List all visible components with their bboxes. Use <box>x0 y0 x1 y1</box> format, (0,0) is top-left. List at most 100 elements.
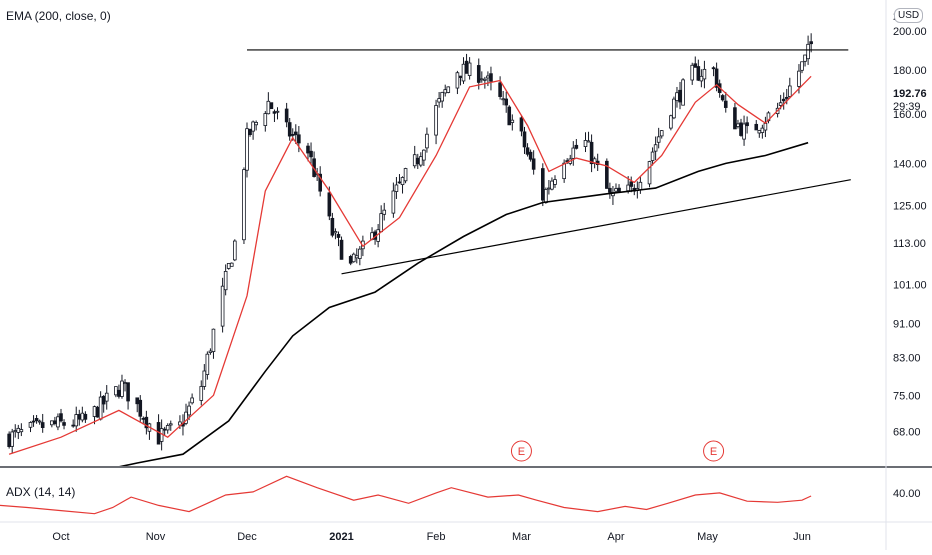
ema-200-line <box>119 141 809 466</box>
time-tick-label: Mar <box>512 531 531 543</box>
candle-body <box>739 122 743 136</box>
candle-body <box>806 43 810 60</box>
earnings-marker[interactable]: E <box>510 440 532 462</box>
candle-body <box>422 149 426 161</box>
candle-body <box>391 190 396 214</box>
candle-body <box>443 89 448 94</box>
candle-body <box>382 209 387 215</box>
candle-body <box>168 423 173 426</box>
candle <box>571 141 576 166</box>
ema-legend-label[interactable]: EMA (200, close, 0) <box>6 9 111 23</box>
candle-body <box>50 420 54 426</box>
candle-body <box>507 106 512 126</box>
candle-body <box>13 430 18 433</box>
candle-body <box>419 156 423 166</box>
price-tick-label: 180.00 <box>893 65 927 77</box>
candle-body <box>190 397 194 404</box>
candle-body <box>59 413 63 422</box>
candle-body <box>501 98 505 101</box>
candle-body <box>400 177 405 186</box>
candle <box>71 419 75 428</box>
time-tick-label: Feb <box>427 531 446 543</box>
candle-body <box>571 147 576 159</box>
candle-body <box>550 180 554 190</box>
candle <box>269 102 274 110</box>
candle <box>156 414 161 445</box>
candle <box>287 118 292 141</box>
candle <box>809 33 813 53</box>
candle <box>650 147 655 166</box>
candle-body <box>803 54 807 62</box>
candle <box>126 382 130 410</box>
candle-body <box>531 158 536 170</box>
candle-body <box>77 414 82 420</box>
currency-badge[interactable]: USD <box>894 8 924 23</box>
candle <box>184 403 188 426</box>
candle <box>211 328 216 359</box>
candle-body <box>223 271 228 291</box>
candle-body <box>504 98 509 106</box>
candle <box>723 91 728 113</box>
candle <box>336 231 341 247</box>
candle-body <box>92 406 97 417</box>
candle <box>714 62 719 92</box>
candle <box>77 409 82 426</box>
candle <box>739 118 743 137</box>
candle <box>629 176 634 193</box>
candle-body <box>98 396 103 420</box>
candle-body <box>760 127 765 133</box>
candle-body <box>434 105 438 136</box>
candle <box>440 91 444 108</box>
candle-body <box>720 95 725 101</box>
candle <box>147 422 152 440</box>
candle-body <box>653 144 658 152</box>
candle <box>245 122 249 178</box>
candle <box>800 61 804 74</box>
candle <box>614 183 618 194</box>
candle <box>525 143 530 157</box>
candle <box>733 103 737 130</box>
candle <box>589 134 594 173</box>
candle <box>617 184 621 193</box>
earnings-marker[interactable]: E <box>703 440 725 462</box>
candle <box>117 384 121 399</box>
candle <box>489 66 493 91</box>
candle <box>696 59 701 82</box>
candle <box>123 379 127 392</box>
candle <box>480 71 484 83</box>
candle-body <box>614 188 618 192</box>
time-axis[interactable]: Oct Nov Dec 2021 Feb Mar Apr May Jun <box>52 531 810 543</box>
candle <box>760 124 765 139</box>
candle <box>138 395 143 423</box>
candle-body <box>589 141 594 165</box>
candle <box>540 163 545 207</box>
candle-body <box>379 213 383 233</box>
candle-body <box>348 256 353 264</box>
candle-body <box>117 389 121 397</box>
adx-legend-label[interactable]: ADX (14, 14) <box>6 485 76 499</box>
candle-body <box>690 64 695 81</box>
candle <box>318 166 322 197</box>
candle <box>781 92 786 110</box>
price-axis[interactable]: 200.00 180.00 160.00 140.00 125.00 113.00 101.… <box>893 11 927 500</box>
price-tick-label: 113.00 <box>893 238 926 250</box>
earnings-label: E <box>710 446 717 458</box>
candle <box>34 414 39 424</box>
candle-body <box>248 128 252 136</box>
candle-body <box>31 420 36 423</box>
price-tick-label: 125.00 <box>893 200 927 212</box>
candle-body <box>37 420 42 423</box>
candle-body <box>415 157 420 165</box>
candle-body <box>95 406 100 418</box>
candle-body <box>290 134 295 136</box>
candle <box>736 119 740 129</box>
earnings-label: E <box>518 446 525 458</box>
candle <box>254 120 258 131</box>
candle-body <box>135 397 140 405</box>
candle-body <box>809 41 813 45</box>
price-tick-label: 68.00 <box>893 427 921 439</box>
adx-pane[interactable] <box>0 475 812 515</box>
candle <box>531 150 536 175</box>
candle-body <box>358 248 362 259</box>
